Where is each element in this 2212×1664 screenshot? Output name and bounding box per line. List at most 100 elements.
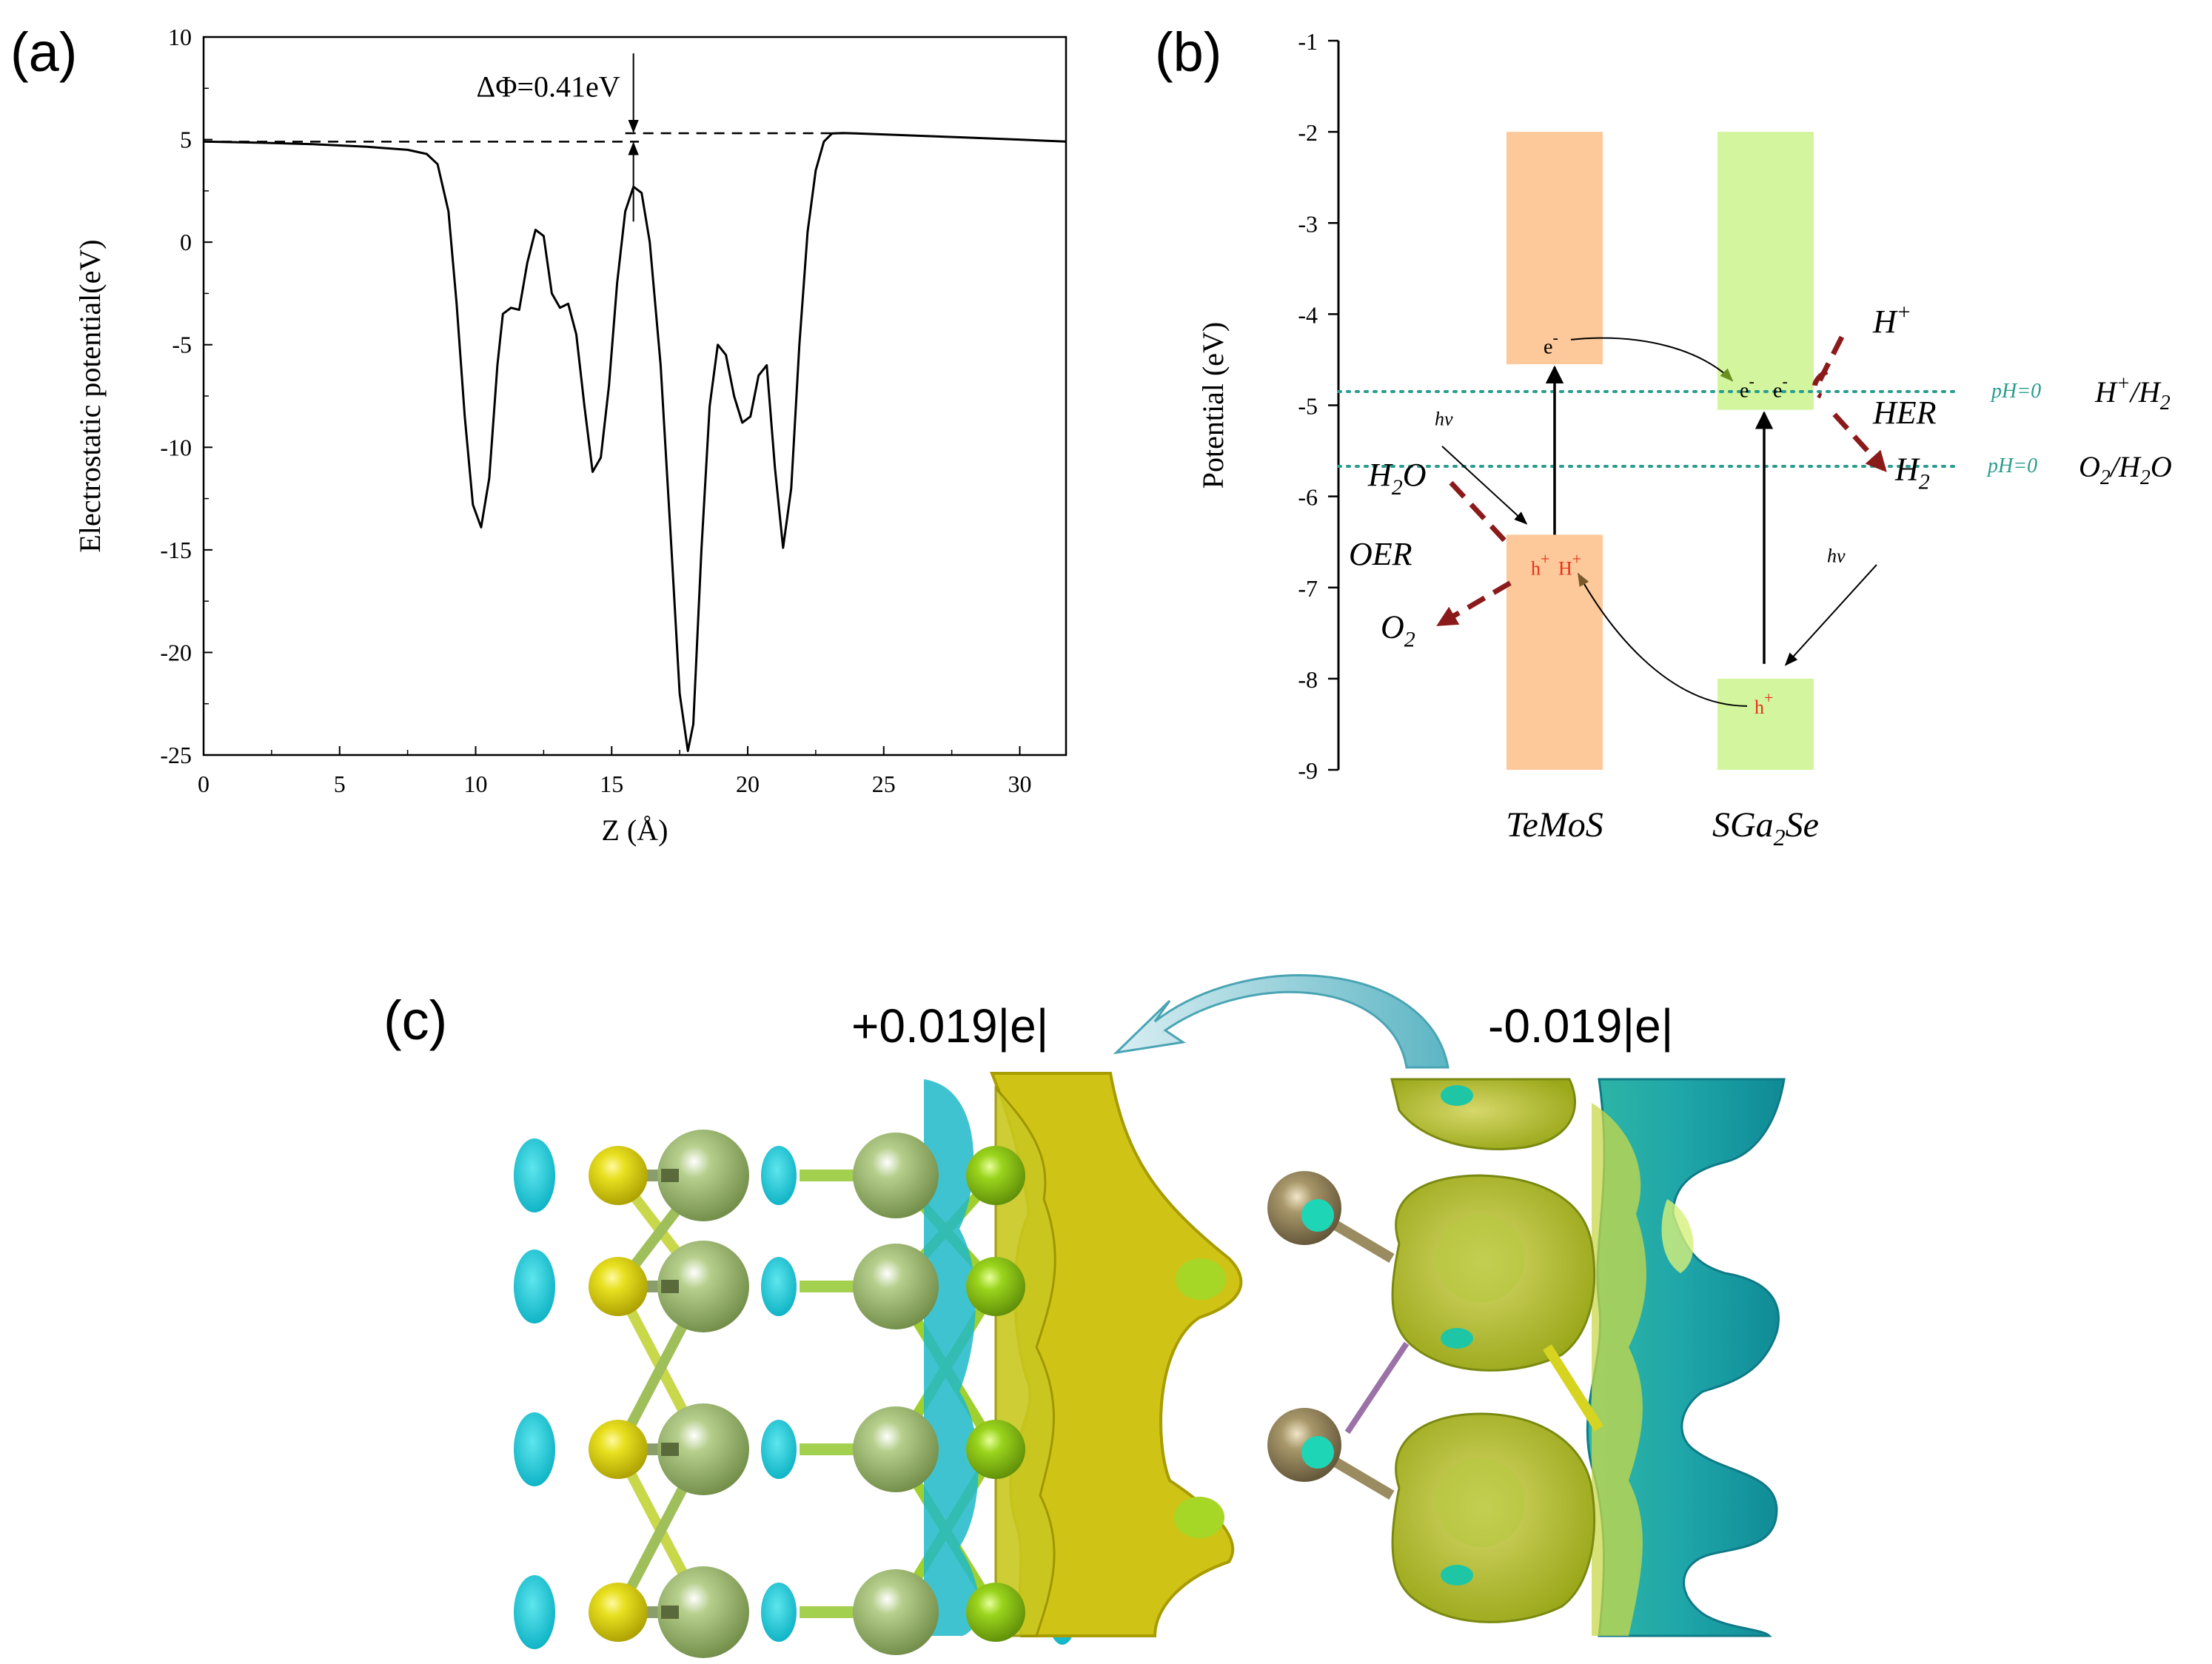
x-tick-label: 30 <box>1008 771 1032 797</box>
photon-arrow-2 <box>1784 564 1877 666</box>
depletion-core <box>1441 1565 1473 1586</box>
conduction-band-1 <box>1506 132 1603 365</box>
her-arrow-in <box>1814 335 1845 386</box>
charge-depletion-blob <box>514 1249 555 1324</box>
y-axis-title: Potential (eV) <box>1196 322 1230 489</box>
bond-stub <box>661 1280 679 1293</box>
y-tick-label: -15 <box>160 537 192 563</box>
accumulation-lobe <box>1390 1078 1576 1150</box>
redox-label-hplus-h2: H+/H2 <box>2094 372 2171 415</box>
y-axis-title: Electrostatic potential(eV) <box>73 239 107 552</box>
inner-atom <box>1436 1458 1525 1547</box>
conduction-band-2 <box>1717 132 1814 410</box>
x-tick-label: 20 <box>736 771 760 797</box>
yellow-isosurface-inner <box>994 1085 1056 1637</box>
y-tick-label: -1 <box>1298 28 1318 55</box>
y-tick-label: -8 <box>1298 666 1318 693</box>
h2o-label: H2O <box>1367 457 1427 500</box>
y-tick-label: -20 <box>160 639 192 665</box>
bond-stub <box>661 1606 679 1619</box>
charge-depletion-blob <box>761 1420 797 1479</box>
charge-transfer-arrow <box>1113 974 1449 1069</box>
atom-green <box>657 1403 749 1495</box>
potential-curve <box>203 132 1067 752</box>
accumulation-core <box>1176 1258 1226 1300</box>
atom-green <box>853 1406 939 1492</box>
charge-right-label: -0.019|e| <box>1488 999 1673 1053</box>
atom-lime <box>966 1583 1025 1642</box>
charge-density-illustration <box>514 1072 1786 1658</box>
charge-depletion-blob <box>514 1412 555 1486</box>
her-arrow-out <box>1832 412 1887 472</box>
material-label-temos: TeMoS <box>1506 805 1603 845</box>
atom-yellow <box>589 1146 648 1205</box>
x-tick-label: 25 <box>872 771 896 797</box>
o2-label: O2 <box>1381 608 1415 651</box>
redox-label-o2-h2o: O2/H2O <box>2079 450 2172 489</box>
cyan-isosurface <box>924 1079 979 1636</box>
y-tick-label: 0 <box>180 229 192 255</box>
chart-a: 0 5 10 15 20 25 30 -25 -20 -15 -10 -5 0 5 10 Z (Å) Elect… <box>73 24 1068 847</box>
bond-stub <box>661 1169 679 1182</box>
x-tick-label: 15 <box>600 771 623 797</box>
h2-label: H2 <box>1894 451 1930 494</box>
electron-transfer-arrow <box>1570 337 1734 382</box>
material-label-sga2se: SGa2Se <box>1712 805 1819 851</box>
photon-arrow-1 <box>1441 446 1528 525</box>
bond <box>1543 1344 1603 1432</box>
panel-label-c: (c) <box>383 990 447 1051</box>
atom-yellow <box>589 1420 648 1479</box>
atom-yellow <box>589 1583 648 1642</box>
valence-band-1 <box>1506 534 1603 770</box>
atom-green <box>657 1130 749 1221</box>
bond-stub <box>661 1443 679 1456</box>
panel-label-a: (a) <box>10 21 77 83</box>
y-tick-label: -5 <box>1298 393 1318 420</box>
hv-label-2: hv <box>1827 545 1846 566</box>
hole-transfer-arrow <box>1578 572 1748 707</box>
y-tick-label: -25 <box>160 742 192 768</box>
atom-green <box>853 1133 939 1218</box>
chart-b: -1 -2 -3 -4 -5 -6 -7 -8 -9 Potential (eV) pH=0 pH=0… <box>1196 28 2172 851</box>
y-tick-label: -5 <box>172 332 192 358</box>
y-tick-label: -2 <box>1298 119 1318 146</box>
valence-band-2 <box>1717 678 1814 770</box>
charge-left-label: +0.019|e| <box>851 999 1048 1053</box>
oer-arrow-out <box>1436 580 1512 627</box>
depletion-core <box>1441 1085 1473 1106</box>
atom-green <box>853 1244 939 1329</box>
atom-yellow <box>589 1257 648 1316</box>
charge-depletion-blob <box>514 1138 555 1212</box>
accumulation-core <box>1174 1497 1224 1538</box>
y-tick-label: 10 <box>168 24 192 50</box>
depletion-core <box>1301 1199 1334 1232</box>
y-tick-label: -7 <box>1298 575 1318 602</box>
atom-lime <box>966 1257 1025 1316</box>
atom-green <box>853 1569 939 1655</box>
charge-depletion-blob <box>761 1146 797 1205</box>
y-tick-label: -3 <box>1298 210 1318 237</box>
teal-highlight <box>1592 1103 1646 1636</box>
x-tick-label: 0 <box>198 771 210 797</box>
delta-phi-annotation: ΔΦ=0.41eV <box>476 70 620 103</box>
panel-label-b: (b) <box>1155 21 1221 83</box>
her-label: HER <box>1872 395 1937 431</box>
x-axis-title: Z (Å) <box>602 813 668 847</box>
atom-green <box>657 1241 749 1332</box>
y-tick-label: -6 <box>1298 484 1318 511</box>
charge-depletion-blob <box>761 1583 797 1642</box>
ph-label-1: pH=0 <box>1990 380 2041 403</box>
hv-label-1: hv <box>1435 409 1453 430</box>
x-tick-label: 10 <box>464 771 488 797</box>
y-tick-label: -9 <box>1298 757 1318 784</box>
oer-label: OER <box>1349 536 1412 572</box>
charge-depletion-blob <box>514 1575 555 1649</box>
oer-arrow-in <box>1449 480 1512 548</box>
bond <box>1344 1341 1410 1435</box>
teal-highlight <box>1661 1199 1694 1273</box>
depletion-core <box>1301 1436 1334 1469</box>
hplus-label: H+ <box>1872 300 1911 340</box>
y-tick-label: 5 <box>180 127 192 153</box>
